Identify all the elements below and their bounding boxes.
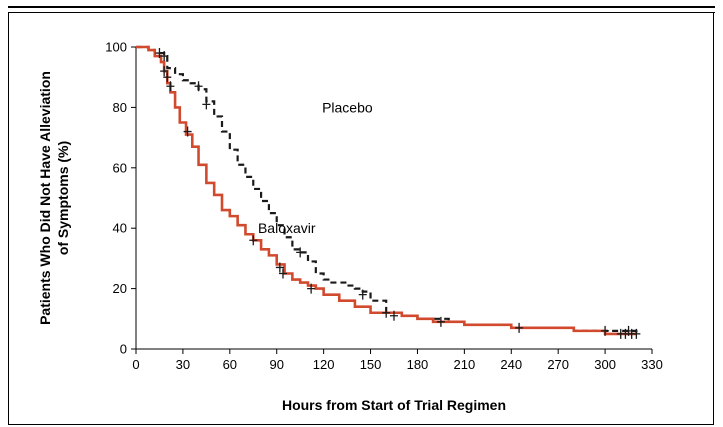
censor-mark-placebo <box>436 316 445 327</box>
y-axis-title-line: of Symptoms (%) <box>55 141 71 255</box>
x-tick-label: 300 <box>594 357 616 372</box>
x-tick-label: 0 <box>132 357 139 372</box>
censor-mark-placebo <box>194 81 203 92</box>
x-tick-label: 240 <box>500 357 522 372</box>
x-tick-label: 210 <box>454 357 476 372</box>
x-tick-label: 90 <box>269 357 283 372</box>
series-label-baloxavir: Baloxavir <box>258 220 316 236</box>
y-tick-label: 40 <box>113 221 127 236</box>
censor-mark-baloxavir <box>307 283 316 294</box>
x-axis-title: Hours from Start of Trial Regimen <box>282 397 506 413</box>
censor-mark-baloxavir <box>163 72 172 83</box>
censor-mark-baloxavir <box>166 81 175 92</box>
x-tick-label: 120 <box>313 357 335 372</box>
x-tick-label: 330 <box>641 357 663 372</box>
chart-panel <box>8 13 714 425</box>
censor-mark-placebo <box>515 322 524 333</box>
x-tick-label: 60 <box>223 357 237 372</box>
y-tick-label: 80 <box>113 100 127 115</box>
censor-mark-placebo <box>390 310 398 321</box>
x-tick-label: 180 <box>407 357 429 372</box>
top-rule <box>8 6 715 8</box>
series-line-baloxavir <box>136 45 637 336</box>
x-tick-label: 150 <box>360 357 382 372</box>
censor-mark-baloxavir <box>249 235 258 246</box>
y-tick-label: 20 <box>113 281 127 296</box>
top-rule-thin <box>8 12 715 13</box>
y-tick-label: 100 <box>105 40 127 55</box>
y-tick-label: 60 <box>113 160 127 175</box>
x-tick-label: 30 <box>176 357 190 372</box>
y-axis-title-line: Patients Who Did Not Have Alleviation <box>37 71 53 325</box>
censor-mark-baloxavir <box>183 126 192 137</box>
censor-mark-placebo <box>358 289 367 300</box>
y-tick-label: 0 <box>120 342 127 357</box>
censor-mark-baloxavir <box>278 268 287 279</box>
censor-mark-placebo <box>296 247 305 258</box>
censor-mark-placebo <box>160 51 169 62</box>
censor-mark-placebo <box>202 99 211 110</box>
censor-mark-baloxavir <box>382 307 391 318</box>
censor-mark-baloxavir <box>155 48 164 59</box>
censor-mark-placebo <box>632 328 641 339</box>
censor-mark-baloxavir <box>160 66 169 77</box>
censor-mark-baloxavir <box>275 262 284 273</box>
series-line-placebo <box>136 45 638 334</box>
series-label-placebo: Placebo <box>322 99 373 115</box>
censor-mark-placebo <box>601 325 610 336</box>
x-tick-label: 270 <box>547 357 569 372</box>
